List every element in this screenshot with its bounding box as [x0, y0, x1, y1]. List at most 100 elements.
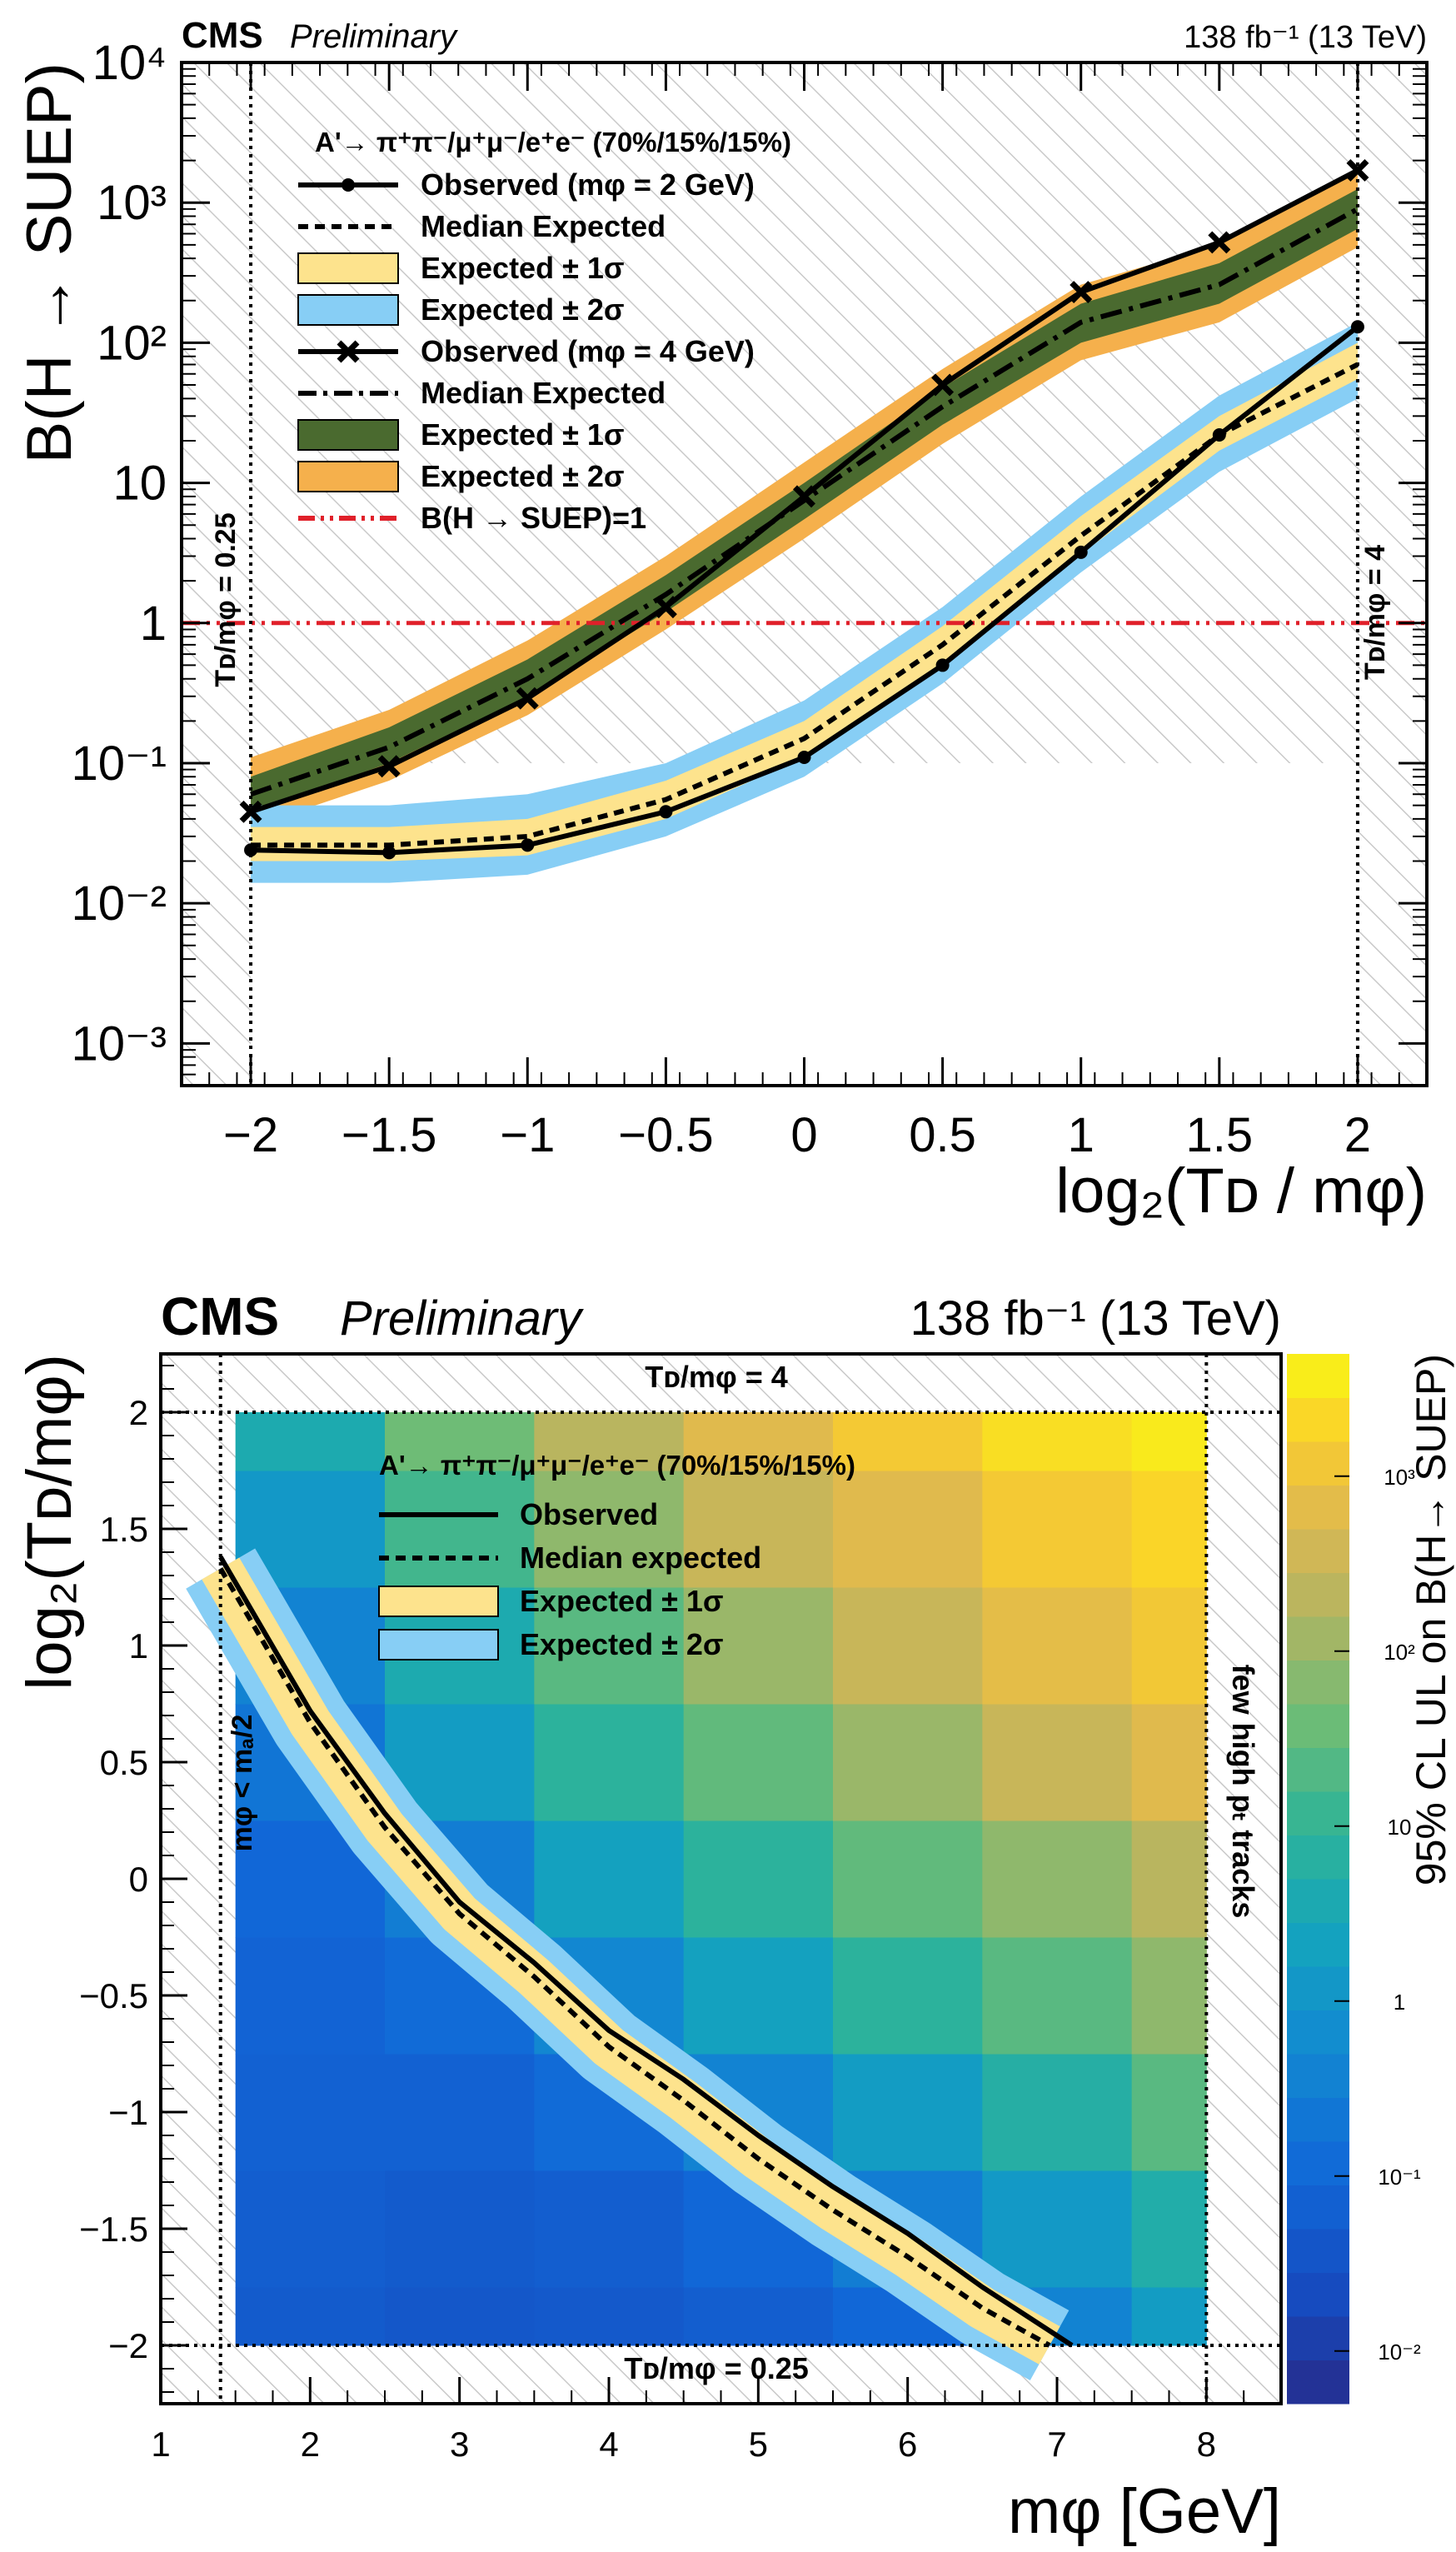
legend-swatch — [378, 1586, 499, 1617]
legend-label: Expected ± 1σ — [520, 1584, 723, 1618]
heatmap-cell — [982, 1937, 1133, 2055]
observed-point-2gev — [244, 843, 258, 857]
heatmap-cell — [683, 1471, 834, 1588]
heatmap-cell — [534, 1471, 685, 1588]
legend-swatch — [378, 1629, 499, 1661]
x-tick-label: −0.5 — [618, 1108, 714, 1162]
palette-segment — [1287, 2185, 1349, 2230]
heatmap-cell — [385, 1412, 535, 1471]
heatmap-cell — [1131, 1587, 1207, 1705]
heatmap-cell — [833, 1820, 983, 1938]
heatmap-cell — [1131, 2287, 1207, 2346]
legend-label: Observed — [520, 1497, 658, 1531]
legend-swatch — [297, 461, 399, 492]
legend-label: Expected ± 1σ — [421, 251, 624, 285]
palette-segment — [1287, 1485, 1349, 1530]
z-tick-label: 10⁻² — [1378, 2340, 1421, 2365]
heatmap-cell — [833, 1587, 983, 1705]
legend-item: Median Expected — [298, 376, 666, 410]
legend-item: Observed (mφ = 2 GeV) — [298, 167, 755, 202]
heatmap-cell — [982, 1471, 1133, 1588]
legend-item: Observed — [379, 1497, 658, 1531]
palette-segment — [1287, 2360, 1349, 2405]
x-tick-label: 1 — [151, 2425, 170, 2464]
limit-contours — [186, 1548, 1074, 2380]
legend-label: B(H → SUEP)=1 — [421, 501, 646, 535]
heatmap-cell — [235, 1937, 386, 2055]
legend-item: Median expected — [379, 1541, 761, 1575]
observed-point-4gev — [377, 755, 401, 778]
annotation-left: Tᴅ/mφ = 0.25 — [210, 512, 242, 687]
x-tick-label: 1.5 — [1186, 1108, 1254, 1162]
annotation-bottom: Tᴅ/mφ = 0.25 — [624, 2351, 809, 2385]
x-tick-label: 1 — [1068, 1108, 1094, 1162]
preliminary-label: Preliminary — [340, 1291, 584, 1346]
heatmap-cell — [683, 1587, 834, 1705]
annotation-top: Tᴅ/mφ = 4 — [645, 1360, 788, 1394]
y-tick-label: 10² — [97, 316, 167, 370]
legend-label: Expected ± 2σ — [520, 1627, 723, 1661]
y-tick-label: 10⁴ — [92, 36, 167, 90]
legend-label: Expected ± 1σ — [421, 417, 624, 452]
z-tick-label: 1 — [1394, 1990, 1405, 2015]
palette-segment — [1287, 1529, 1349, 1573]
legend-label: Expected ± 2σ — [421, 459, 624, 493]
heatmap-cell — [534, 2287, 685, 2346]
observed-point-4gev — [654, 596, 677, 619]
heatmap-cell — [833, 1412, 983, 1471]
palette-segment — [1287, 1397, 1349, 1442]
preliminary-label: Preliminary — [290, 18, 459, 55]
heatmap-cell — [683, 1412, 834, 1471]
heatmap-cell — [982, 1587, 1133, 1705]
x-tick-label: 0 — [790, 1108, 817, 1162]
legend-label: Expected ± 2σ — [421, 292, 624, 327]
heatmap-cell — [534, 1820, 685, 1938]
y-tick-label: 2 — [129, 1393, 148, 1432]
palette-segment — [1287, 1660, 1349, 1705]
x-tick-label: 7 — [1047, 2425, 1066, 2464]
heatmap-cell — [1131, 2170, 1207, 2288]
heatmap-cell — [235, 1412, 386, 1471]
heatmap-cell — [683, 1704, 834, 1821]
palette-segment — [1287, 2316, 1349, 2360]
heatmap-cell — [683, 2287, 834, 2346]
heatmap-cell — [235, 2054, 386, 2171]
heatmap-cell — [982, 1704, 1133, 1821]
palette-segment — [1287, 2010, 1349, 2055]
x-tick-label: 2 — [301, 2425, 320, 2464]
palette-segment — [1287, 2097, 1349, 2142]
legend-item: Observed (mφ = 4 GeV) — [298, 334, 755, 368]
heatmap-cell — [385, 2170, 535, 2288]
palette-segment — [1287, 2272, 1349, 2317]
y-tick-label: 1 — [129, 1626, 148, 1666]
legend-swatch — [297, 294, 399, 326]
legend-label: Median expected — [520, 1541, 761, 1575]
axis-ticks: −2 −1.5 −1 −0.5 0 0.5 1 1.5 2 10⁻³ 10⁻² 10⁻¹ 1 10 10² 1… — [72, 36, 1428, 1162]
y-tick-label: −0.5 — [79, 1976, 148, 2015]
legend-header: A'→ π⁺π⁻/μ⁺μ⁻/e⁺e⁻ (70%/15%/15%) — [315, 127, 791, 157]
palette-segment — [1287, 2229, 1349, 2273]
legend-header: A'→ π⁺π⁻/μ⁺μ⁻/e⁺e⁻ (70%/15%/15%) — [379, 1450, 855, 1481]
annotation-left: mφ < mₐ/2 — [227, 1715, 258, 1852]
y-tick-label: 10⁻² — [72, 876, 167, 931]
heatmap-cell — [534, 2170, 685, 2288]
legend-swatch — [297, 419, 399, 451]
legend-item: Expected ± 2σ — [297, 292, 624, 327]
x-tick-label: −1 — [500, 1108, 555, 1162]
observed-point-4gev — [1346, 158, 1369, 182]
palette-segment — [1287, 1922, 1349, 1967]
y-axis-title: B(H → SUEP) — [14, 62, 85, 463]
observed-point-4gev — [793, 485, 815, 508]
heatmap-cell — [982, 1820, 1133, 1938]
cms-label: CMS — [182, 15, 263, 56]
x-tick-label: 3 — [450, 2425, 469, 2464]
heatmap-cell — [534, 1587, 685, 1705]
color-scale: 10⁻² 10⁻¹ 1 10 10² 10³ — [1287, 1354, 1421, 2405]
x-tick-label: −2 — [223, 1108, 278, 1162]
heatmap-cell — [534, 1704, 685, 1821]
legend-item: Expected ± 1σ — [297, 417, 624, 452]
palette-segment — [1287, 2054, 1349, 2098]
heatmap-cell — [1131, 1820, 1207, 1938]
z-tick-label: 10³ — [1384, 1465, 1415, 1490]
palette-segment — [1287, 1354, 1349, 1398]
